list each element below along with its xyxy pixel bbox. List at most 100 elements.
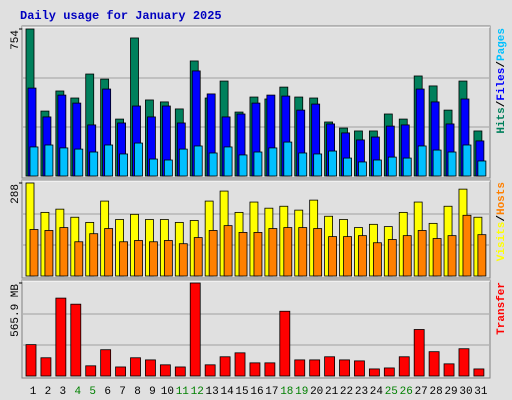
bar xyxy=(417,230,427,277)
bar xyxy=(189,282,201,377)
bar xyxy=(145,359,156,377)
x-tick-label: 29 xyxy=(444,386,457,398)
bar xyxy=(104,144,114,177)
bar xyxy=(372,159,382,177)
bar xyxy=(402,157,412,177)
x-tick-label: 18 xyxy=(280,386,293,398)
x-tick-label: 23 xyxy=(355,386,368,398)
x-tick-label: 22 xyxy=(340,386,353,398)
bar xyxy=(134,142,143,177)
legend-separator: / xyxy=(496,215,508,222)
panel-frame xyxy=(21,279,491,379)
bar xyxy=(163,159,173,177)
bar xyxy=(59,147,69,177)
y-tick-label: 565.9 MB xyxy=(10,284,22,337)
bar xyxy=(413,329,425,377)
x-tick-label: 30 xyxy=(459,386,472,398)
bar xyxy=(309,359,321,377)
bar xyxy=(313,153,323,177)
bar xyxy=(238,232,248,277)
legend-entry: Files xyxy=(496,68,508,101)
bar xyxy=(44,230,54,277)
bar xyxy=(174,366,186,377)
bar xyxy=(398,356,410,377)
bar xyxy=(55,297,67,377)
x-tick-label: 7 xyxy=(119,386,126,398)
bar xyxy=(343,157,352,177)
bar xyxy=(104,228,114,277)
x-tick-label: 25 xyxy=(385,386,398,398)
y-tick-label: 288 xyxy=(10,184,22,204)
bar xyxy=(134,240,143,277)
bar xyxy=(343,236,352,277)
x-tick-label: 6 xyxy=(104,386,111,398)
bar xyxy=(324,356,336,377)
x-tick-label: 4 xyxy=(74,386,81,398)
bar xyxy=(208,230,218,277)
bar xyxy=(298,152,308,177)
bar xyxy=(432,149,442,177)
bar xyxy=(223,146,233,177)
bar xyxy=(339,359,350,377)
x-tick-label: 20 xyxy=(310,386,323,398)
x-tick-label: 17 xyxy=(265,386,278,398)
bar xyxy=(100,349,112,377)
legend-separator: / xyxy=(496,100,508,107)
x-tick-label: 12 xyxy=(191,386,204,398)
x-tick-label: 28 xyxy=(430,386,443,398)
y-tick-label: 754 xyxy=(10,30,22,50)
bar xyxy=(223,225,233,277)
legend-entry: Transfer xyxy=(496,282,508,335)
bar xyxy=(372,242,382,277)
bar xyxy=(358,161,367,177)
x-tick-label: 5 xyxy=(89,386,96,398)
bar xyxy=(29,229,39,277)
bar xyxy=(383,367,395,377)
bar xyxy=(193,145,203,177)
legend-entry: Hosts xyxy=(496,182,508,215)
bar xyxy=(462,144,472,177)
bar xyxy=(462,214,472,277)
bar xyxy=(178,243,188,277)
bar xyxy=(428,351,440,377)
bar xyxy=(234,352,246,377)
chart-title: Daily usage for January 2025 xyxy=(20,9,222,23)
bar xyxy=(193,237,203,277)
legend: Hits/Files/Pages xyxy=(496,28,508,134)
bar xyxy=(149,241,158,277)
x-tick-label: 15 xyxy=(235,386,248,398)
x-tick-label: 10 xyxy=(161,386,174,398)
x-tick-label: 9 xyxy=(149,386,156,398)
bar xyxy=(40,357,52,377)
bar xyxy=(268,228,278,277)
x-tick-label: 13 xyxy=(206,386,219,398)
legend: Transfer xyxy=(496,282,508,335)
bar xyxy=(328,150,338,177)
x-tick-label: 21 xyxy=(325,386,339,398)
bar xyxy=(70,303,82,377)
legend-entry: Hits xyxy=(496,107,508,133)
bar xyxy=(387,239,397,277)
bar xyxy=(283,227,293,277)
bar xyxy=(219,356,231,377)
bar xyxy=(119,153,128,177)
bar xyxy=(178,148,188,177)
bar xyxy=(85,365,97,377)
bar xyxy=(159,364,171,377)
bar xyxy=(477,234,487,277)
bar xyxy=(477,160,487,177)
bar xyxy=(358,235,367,277)
bar xyxy=(89,151,99,177)
bar xyxy=(238,154,248,177)
bar xyxy=(417,145,427,177)
bar xyxy=(298,227,308,277)
bar xyxy=(25,344,37,377)
bar xyxy=(253,232,263,277)
x-tick-label: 8 xyxy=(134,386,141,398)
bar xyxy=(283,141,293,177)
bar xyxy=(387,156,397,177)
bar xyxy=(458,348,470,377)
legend: Visits/Hosts xyxy=(496,182,508,261)
bar xyxy=(149,158,158,177)
